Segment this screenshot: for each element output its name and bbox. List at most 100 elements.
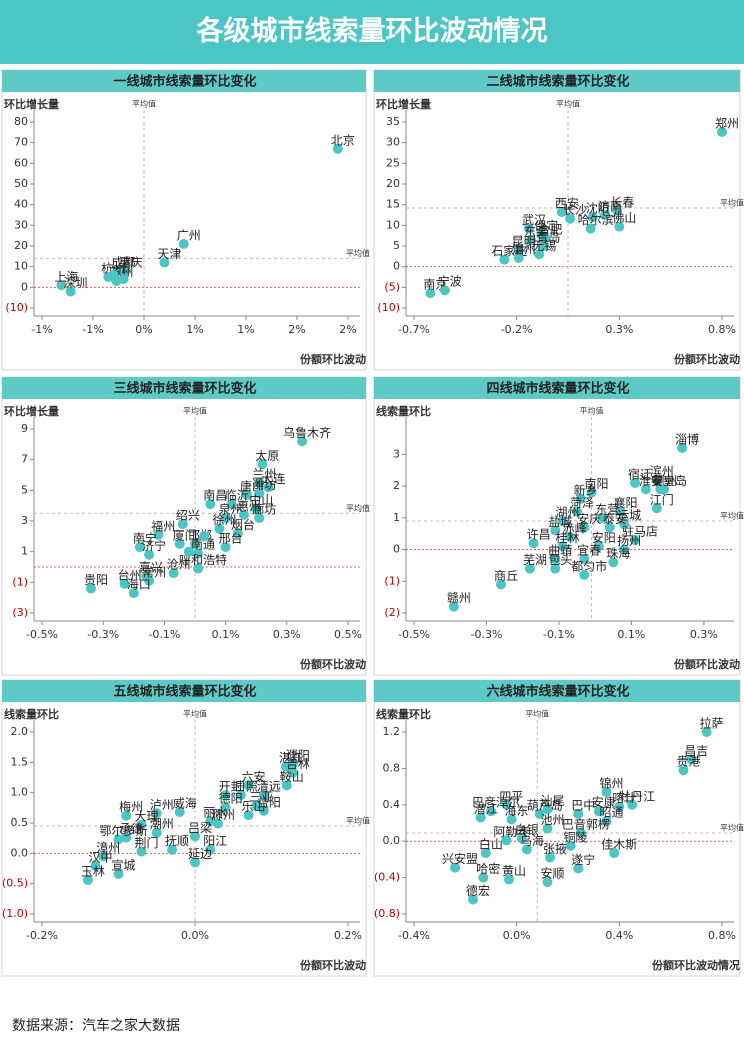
point-label: 昆明: [512, 235, 536, 249]
x-tick-label: 0.3%: [605, 323, 633, 336]
y-tick-label: (2): [384, 606, 400, 619]
y-tick-label: 0.0: [11, 846, 29, 859]
x-tick-label: -0.3%: [471, 628, 503, 641]
data-point: [232, 528, 243, 539]
y-axis-label: 线索量环比: [4, 707, 59, 721]
y-tick-label: (1.0): [2, 907, 28, 920]
data-point: [151, 827, 162, 838]
data-point: [501, 835, 512, 846]
panel-title: 一线城市线索量环比变化: [113, 74, 256, 90]
point-label: 新乡: [574, 482, 598, 497]
data-point: [134, 542, 145, 553]
data-point: [254, 477, 265, 488]
data-point: [120, 265, 131, 276]
x-axis-label: 份额环比波动: [300, 352, 366, 366]
point-label: 海东: [505, 803, 529, 818]
data-point: [499, 254, 510, 265]
point-label: 巴彦淖尔: [472, 795, 520, 810]
point-label: 葫芦岛: [527, 797, 563, 812]
point-label: 南通: [191, 537, 215, 552]
point-label: 锦州: [599, 777, 623, 791]
data-point: [609, 848, 620, 859]
y-tick-label: 2.0: [11, 725, 29, 738]
y-tick-label: (3): [12, 606, 28, 619]
x-tick-label: 0%: [135, 323, 152, 336]
data-point: [528, 538, 539, 549]
point-label: 铜陵: [564, 829, 588, 844]
data-point: [136, 846, 147, 857]
charts: 一线城市线索量环比变化环比增长量份额环比波动80706050403020100(…: [1, 69, 744, 977]
point-label: 长沙: [563, 203, 587, 217]
point-label: 淮安: [639, 473, 663, 488]
point-label: 日照: [234, 780, 258, 794]
point-label: 鄂尔多斯: [99, 823, 147, 838]
data-point: [257, 459, 268, 470]
point-label: 成都: [111, 255, 135, 269]
average-label: 平均值: [183, 406, 207, 416]
point-label: 南阳: [585, 476, 609, 491]
point-label: 乌鲁木齐: [283, 425, 331, 440]
data-point: [627, 799, 638, 810]
point-label: 兰州: [252, 467, 276, 481]
y-axis-label: 环比增长量: [4, 97, 59, 111]
panel-title: 四线城市线索量环比变化: [486, 381, 629, 397]
data-point: [178, 238, 189, 249]
point-label: 兴安盟: [442, 851, 478, 866]
x-tick-label: -0.2%: [501, 323, 533, 336]
data-point: [251, 503, 262, 514]
data-point: [136, 819, 147, 830]
y-axis-label: 线索量环比: [376, 404, 431, 418]
x-tick-label: 0.1%: [617, 628, 645, 641]
data-point: [579, 569, 590, 580]
point-label: 常州: [142, 565, 166, 579]
data-point: [608, 557, 619, 568]
data-point: [501, 799, 512, 810]
panel-header: [2, 680, 366, 702]
data-point: [550, 554, 561, 565]
point-label: 保定: [534, 218, 558, 233]
y-tick-label: (10): [5, 301, 28, 314]
data-point: [579, 554, 590, 565]
data-point: [614, 801, 625, 812]
data-point: [640, 484, 651, 495]
data-point: [212, 818, 223, 829]
point-label: 潮州: [150, 816, 174, 831]
page-title: 各级城市线索量环比波动情况: [0, 0, 744, 64]
data-point: [151, 808, 162, 819]
data-point: [144, 575, 155, 586]
y-tick-label: 80: [14, 115, 28, 128]
point-label: 安康: [592, 795, 616, 810]
point-label: 绍兴: [176, 509, 200, 523]
data-point: [542, 877, 553, 888]
average-label: 平均值: [346, 816, 370, 826]
data-point: [144, 549, 155, 560]
point-label: 邢台: [219, 531, 243, 546]
data-point: [281, 780, 292, 791]
point-label: 宣城: [111, 857, 135, 872]
data-point: [486, 806, 496, 817]
x-tick-label: 0.3%: [273, 628, 301, 641]
point-label: 太原: [255, 448, 279, 463]
average-label: 平均值: [580, 406, 604, 416]
y-tick-label: 0.8: [383, 761, 401, 774]
x-tick-label: -0.1%: [543, 628, 575, 641]
data-point: [214, 523, 225, 534]
average-label: 平均值: [720, 511, 744, 521]
point-label: 宜春: [577, 543, 601, 558]
x-axis-label: 份额环比波动: [674, 657, 740, 671]
panel: [1, 69, 367, 371]
panel-header: [374, 377, 740, 399]
point-label: 玉林: [81, 865, 105, 879]
data-point: [205, 816, 216, 827]
data-point: [121, 810, 132, 821]
y-tick-label: 9: [21, 422, 28, 435]
data-point: [564, 531, 575, 542]
point-label: 中山: [249, 492, 273, 507]
y-tick-label: 70: [14, 136, 28, 149]
data-point: [521, 844, 532, 855]
point-label: 济宁: [142, 538, 166, 553]
data-point: [538, 241, 549, 251]
data-point: [572, 506, 583, 517]
x-tick-label: -1%: [82, 323, 103, 336]
